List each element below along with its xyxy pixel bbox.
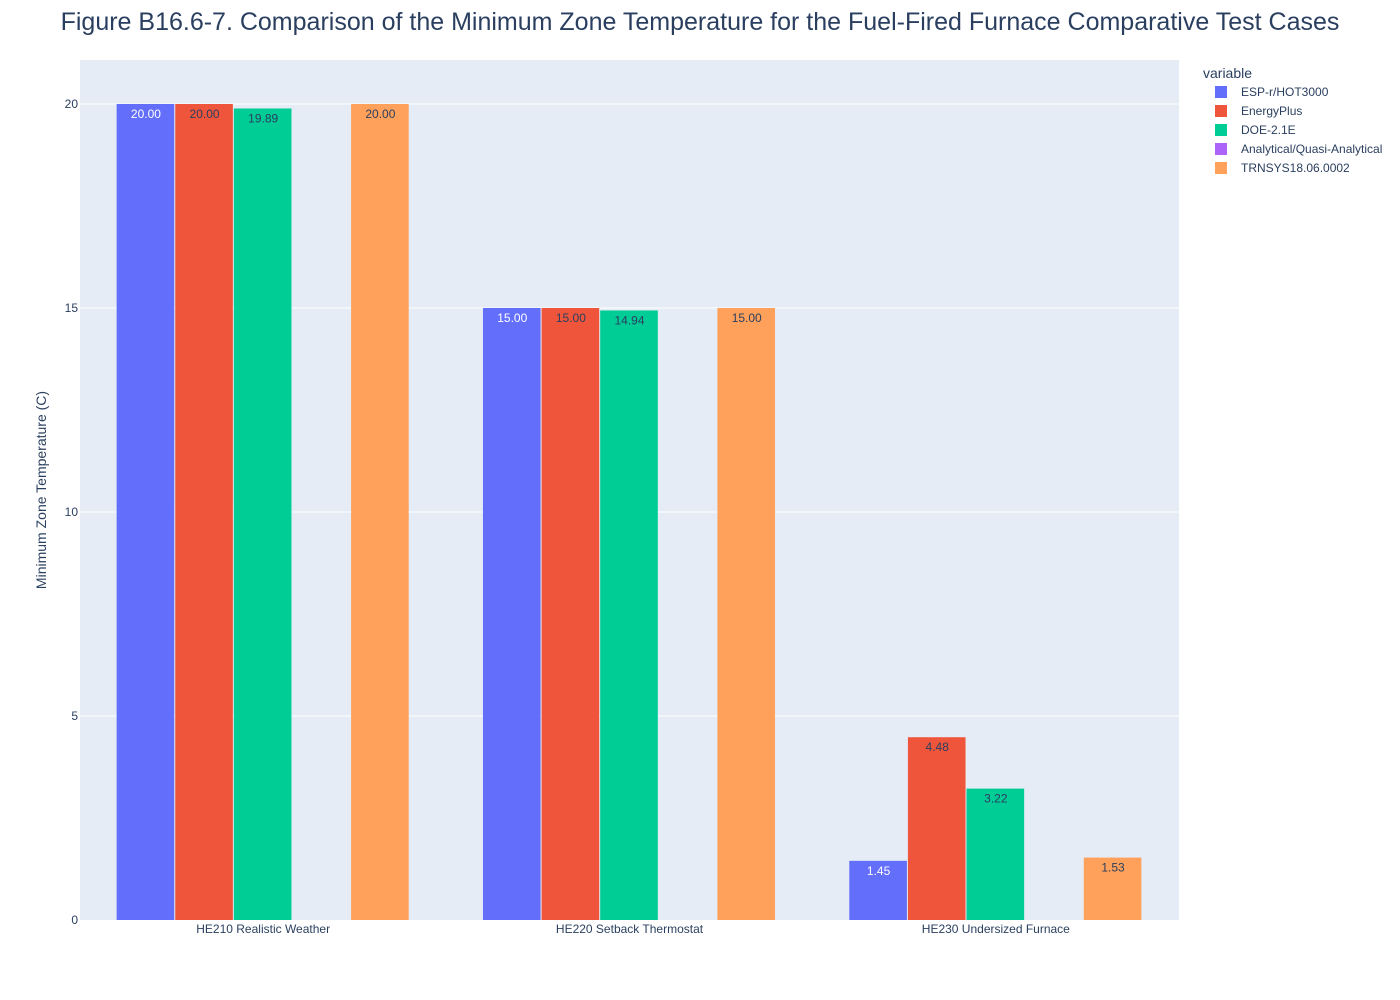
- bar-esp-r-hot3000: [116, 104, 175, 920]
- legend-swatch-analytical-quasi-analytical[interactable]: [1215, 143, 1227, 155]
- legend-label-trnsys18-06-0002[interactable]: TRNSYS18.06.0002: [1241, 161, 1350, 175]
- bar-value-label: 4.48: [926, 740, 950, 754]
- bar-esp-r-hot3000: [482, 308, 541, 920]
- y-axis-ticks: 0 5 10 15 20: [65, 97, 79, 927]
- bar-esp-r-hot3000: [849, 860, 907, 920]
- legend-label-doe-2-1e[interactable]: DOE-2.1E: [1241, 123, 1296, 137]
- bar-doe-2-1e: [233, 108, 292, 921]
- bar-doe-2-1e: [600, 310, 658, 920]
- legend: variable ESP-r/HOT3000 EnergyPlus DOE-2.1E…: [1203, 65, 1382, 175]
- y-axis-title: Minimum Zone Temperature (C): [33, 391, 49, 589]
- bar-value-label: 15.00: [556, 311, 586, 325]
- bar-energyplus: [175, 104, 233, 920]
- bars: [116, 104, 1142, 921]
- bar-trnsys18-06-0002: [1083, 857, 1142, 920]
- legend-swatch-esp-r-hot3000[interactable]: [1215, 86, 1227, 98]
- bar-trnsys18-06-0002: [717, 308, 776, 920]
- bar-value-label: 20.00: [131, 107, 161, 121]
- legend-swatch-doe-2-1e[interactable]: [1215, 124, 1227, 136]
- y-tick-label: 20: [65, 97, 79, 111]
- bar-value-label: 3.22: [984, 792, 1008, 806]
- bar-value-label: 15.00: [497, 311, 527, 325]
- bar-energyplus: [541, 308, 600, 920]
- legend-label-energyplus[interactable]: EnergyPlus: [1241, 104, 1302, 118]
- x-tick-label: HE220 Setback Thermostat: [556, 922, 704, 936]
- bar-value-label: 20.00: [190, 107, 220, 121]
- legend-label-analytical-quasi-analytical[interactable]: Analytical/Quasi-Analytical: [1241, 142, 1382, 156]
- bar-value-label: 14.94: [614, 313, 644, 327]
- chart-title: Figure B16.6-7. Comparison of the Minimu…: [61, 8, 1340, 36]
- y-tick-label: 0: [71, 913, 78, 927]
- legend-label-esp-r-hot3000[interactable]: ESP-r/HOT3000: [1241, 85, 1329, 99]
- x-tick-label: HE230 Undersized Furnace: [922, 922, 1070, 936]
- legend-swatch-energyplus[interactable]: [1215, 105, 1227, 117]
- bar-value-label: 15.00: [732, 311, 762, 325]
- legend-swatch-trnsys18-06-0002[interactable]: [1215, 162, 1227, 174]
- y-tick-label: 10: [65, 505, 79, 519]
- bar-trnsys18-06-0002: [351, 104, 409, 920]
- bar-labels: 20.00 20.00 19.89 20.00 15.00 15.00 14.94 15.00…: [131, 107, 1125, 878]
- x-tick-label: HE210 Realistic Weather: [196, 922, 330, 936]
- bar-value-label: 20.00: [365, 107, 395, 121]
- bar-value-label: 1.45: [867, 864, 891, 878]
- y-tick-label: 15: [65, 301, 79, 315]
- x-axis-ticks: HE210 Realistic Weather HE220 Setback The…: [196, 922, 1070, 936]
- bar-value-label: 19.89: [248, 111, 278, 125]
- legend-title: variable: [1203, 65, 1252, 81]
- bar-energyplus: [907, 737, 966, 920]
- bar-value-label: 1.53: [1101, 861, 1125, 875]
- bar-doe-2-1e: [966, 788, 1025, 920]
- y-tick-label: 5: [71, 709, 78, 723]
